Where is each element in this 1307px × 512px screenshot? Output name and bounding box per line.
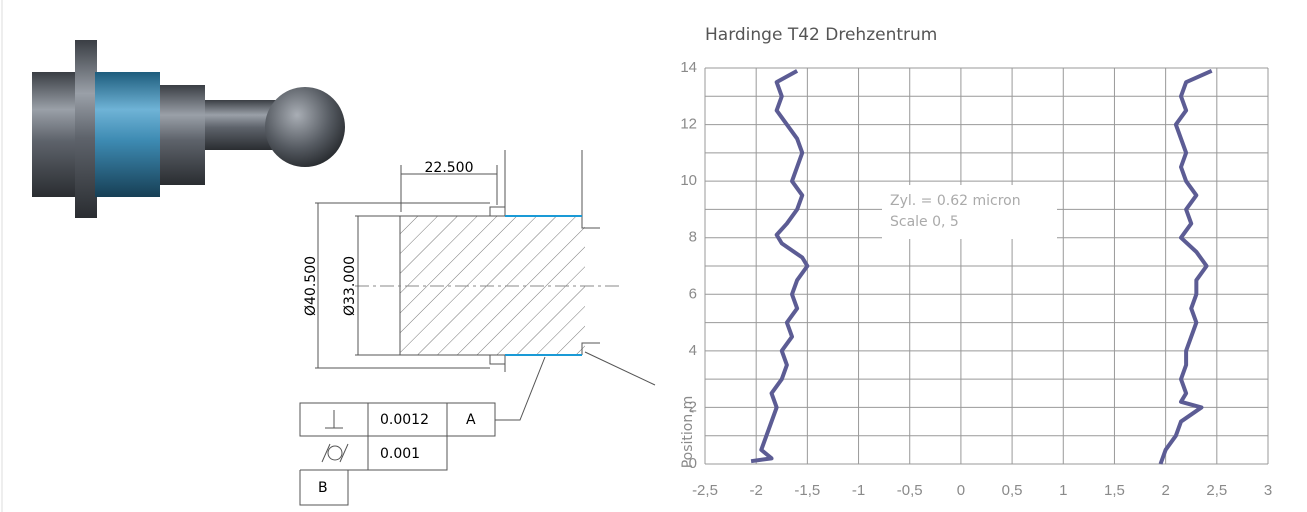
y-tick-label: 14: [680, 59, 697, 76]
profile-line: [1161, 71, 1212, 464]
x-tick-label: 3: [1264, 482, 1272, 499]
x-tick-label: 0: [957, 482, 965, 499]
y-tick-label: 2: [689, 398, 697, 415]
annotation: Scale 0, 5: [890, 214, 959, 230]
y-tick-label: 10: [680, 172, 697, 189]
x-tick-label: 2,5: [1206, 482, 1227, 499]
x-tick-label: 1,5: [1104, 482, 1125, 499]
x-tick-label: -1,5: [794, 482, 820, 499]
technical-drawing: 22.500 Ø40.500 Ø33.000 0.0012 A 0.001 B: [300, 150, 655, 505]
x-tick-label: -0,5: [897, 482, 923, 499]
x-tick-label: -2: [750, 482, 763, 499]
dimension-label: Ø33.000: [342, 256, 358, 316]
y-tick-label: 8: [689, 229, 697, 246]
table-cell: B: [318, 480, 328, 496]
page: 22.500 Ø40.500 Ø33.000 0.0012 A 0.001 B …: [0, 0, 1307, 512]
table-cell: 0.001: [380, 446, 420, 462]
x-tick-label: 0,5: [1002, 482, 1023, 499]
dimension-label: 22.500: [425, 160, 474, 176]
chart-title: Hardinge T42 Drehzentrum: [705, 25, 937, 45]
table-cell: A: [466, 412, 476, 428]
y-tick-label: 12: [680, 116, 697, 133]
y-tick-label: 4: [689, 342, 697, 359]
annotation: Zyl. = 0.62 micron: [890, 193, 1021, 209]
y-tick-label: 0: [689, 455, 697, 472]
x-tick-label: 1: [1059, 482, 1067, 499]
dimension-label: Ø40.500: [303, 256, 319, 316]
y-tick-label: 6: [689, 285, 697, 302]
table-cell: 0.0012: [380, 412, 429, 428]
x-tick-label: -1: [852, 482, 865, 499]
part-render: [32, 40, 345, 218]
x-tick-label: -2,5: [692, 482, 718, 499]
x-tick-label: 2: [1161, 482, 1169, 499]
